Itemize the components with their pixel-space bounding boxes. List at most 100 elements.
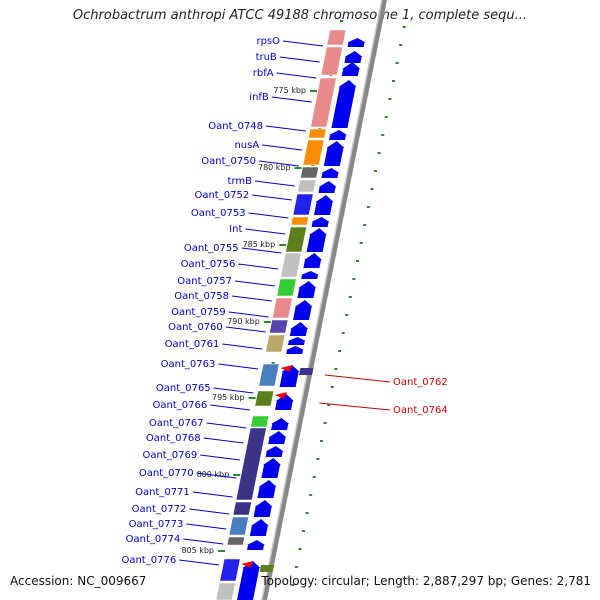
- gene-label-left: Oant_0769: [142, 450, 197, 461]
- cog-segment-5: [300, 166, 319, 179]
- kbp-tick-label: 790 kbp: [227, 317, 260, 326]
- cds-arrow-24: [257, 480, 277, 498]
- gc-dot-outer: [323, 422, 327, 424]
- gc-dot-outer: [374, 170, 377, 172]
- gene-leader-line: [245, 228, 286, 235]
- gc-dot-outer: [305, 512, 309, 514]
- cog-segment-18: [235, 427, 267, 501]
- reverse-arrow-3: [241, 561, 254, 568]
- gene-label-left: Oant_0771: [135, 487, 190, 498]
- cds-arrow-19: [275, 394, 294, 410]
- cog-segment-0: [326, 29, 347, 46]
- cog-color-ring: [215, 29, 347, 600]
- cds-arrow-7: [318, 181, 337, 193]
- gc-dot-inner: [271, 362, 275, 364]
- reverse-strand-ring: [241, 365, 314, 572]
- accession-text: Accession: NC_009667: [10, 574, 147, 588]
- map-title: Ochrobactrum anthropi ATCC 49188 chromos…: [72, 8, 528, 23]
- gc-dot-outer: [392, 80, 395, 82]
- reverse-arrow-2: [275, 392, 287, 399]
- gene-leader-line: [265, 125, 306, 132]
- gene-leader-line: [183, 538, 224, 545]
- cds-arrow-10: [306, 228, 327, 252]
- gene-leader-line: [234, 280, 275, 287]
- gc-dot-outer: [352, 278, 356, 280]
- cog-segment-2: [310, 77, 337, 128]
- gene-leader-line: [200, 454, 241, 461]
- cds-arrow-0: [347, 38, 366, 47]
- gc-dot-outer: [330, 386, 334, 388]
- kbp-tick-mark: [294, 167, 302, 169]
- gene-leader-line: [225, 326, 266, 333]
- gene-labels: rpsO truB rbfA infB Oant_0748 nusA Oant_0750tr…: [121, 36, 447, 566]
- reverse-block-1: [299, 368, 314, 375]
- gene-leader-line: [252, 194, 293, 201]
- gene-leader-line: [262, 144, 303, 151]
- backbone-ruler: [261, 0, 387, 600]
- gene-label-left: Oant_0776: [121, 555, 176, 566]
- kbp-tick-label: 800 kbp: [197, 470, 230, 479]
- gc-dot-outer: [341, 332, 345, 334]
- gene-leader-line: [192, 491, 233, 498]
- gene-label-left: Oant_0748: [208, 121, 263, 132]
- gc-dot-outer: [377, 152, 381, 154]
- gene-leader-line: [228, 311, 269, 318]
- cds-arrow-9: [311, 217, 330, 227]
- gc-dot-outer: [309, 494, 313, 496]
- gc-dot-outer: [291, 584, 295, 586]
- cds-arrow-1: [344, 51, 363, 63]
- kbp-ticks: 775 kbp 780 kbp 785 kbp 790 kbp 795 kbp 800 k…: [181, 86, 317, 555]
- gene-label-left: Oant_0765: [156, 383, 211, 394]
- cds-arrow-8: [314, 195, 334, 215]
- cds-arrow-2: [341, 62, 361, 76]
- gene-leader-line: [186, 523, 227, 530]
- cog-segment-1: [320, 46, 343, 76]
- cog-segment-14: [265, 334, 286, 353]
- gene-label-left: Oant_0752: [194, 190, 249, 201]
- cds-arrow-12: [301, 271, 319, 279]
- cds-arrow-22: [265, 446, 284, 457]
- cog-segment-23: [215, 582, 236, 600]
- cds-forward-ring: [237, 38, 366, 600]
- gene-label-left: Oant_0755: [184, 243, 239, 254]
- gene-label-left: rbfA: [253, 68, 274, 79]
- ruler-bar: [262, 0, 387, 600]
- cog-segment-10: [280, 252, 302, 278]
- gc-dot-outer: [334, 368, 338, 370]
- reverse-arrow-0: [280, 365, 293, 372]
- gene-leader-line: [203, 437, 244, 444]
- kbp-tick-label: 805 kbp: [181, 546, 214, 555]
- gene-leader-line: [189, 508, 230, 515]
- kbp-tick-mark: [279, 244, 287, 246]
- gene-leader-line: [218, 363, 259, 370]
- cog-segment-20: [228, 516, 249, 536]
- gene-label-left: Oant_0770: [139, 468, 194, 479]
- gene-label-left: Oant_0759: [171, 307, 226, 318]
- cog-segment-13: [269, 319, 289, 334]
- gene-label-left: trmB: [228, 176, 253, 187]
- cds-arrow-20: [271, 418, 290, 430]
- gene-label-left: Oant_0768: [146, 433, 201, 444]
- gene-label-left: Oant_0767: [149, 418, 204, 429]
- cds-arrow-26: [249, 519, 269, 536]
- gene-label-left: Int: [229, 224, 242, 235]
- gene-label-left: Oant_0750: [201, 156, 256, 167]
- ruler-highlight: [261, 0, 383, 600]
- cds-arrow-15: [289, 322, 309, 336]
- kbp-tick-mark: [218, 550, 225, 552]
- gene-label-right: Oant_0764: [393, 405, 448, 416]
- cds-arrow-4: [329, 130, 347, 140]
- gene-label-left: rpsO: [256, 36, 280, 47]
- gene-leader-line: [179, 559, 220, 566]
- cds-arrow-18: [279, 365, 300, 387]
- cog-segment-19: [232, 501, 252, 516]
- gc-dot-outer: [327, 404, 331, 406]
- cds-arrow-21: [268, 431, 287, 444]
- gene-label-left: Oant_0753: [191, 208, 246, 219]
- gene-label-left: Oant_0758: [174, 291, 229, 302]
- cog-segment-15: [258, 363, 280, 387]
- gc-dot-outer: [370, 188, 374, 190]
- cds-arrow-14: [293, 300, 313, 320]
- gc-dot-outer: [384, 116, 388, 118]
- gc-dot-outer: [366, 206, 370, 208]
